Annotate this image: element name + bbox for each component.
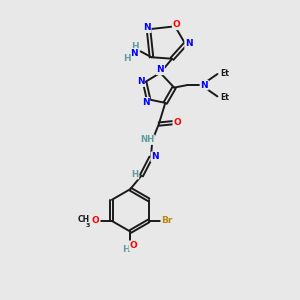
Text: Et: Et: [220, 93, 229, 102]
Text: CH: CH: [78, 215, 90, 224]
Text: O: O: [92, 217, 100, 226]
Text: O: O: [129, 241, 137, 250]
Text: N: N: [143, 23, 151, 32]
Text: H: H: [131, 42, 139, 51]
Text: N: N: [185, 40, 193, 49]
Text: NH: NH: [140, 135, 154, 144]
Text: N: N: [151, 152, 159, 161]
Text: N: N: [157, 65, 164, 74]
Text: Br: Br: [161, 217, 172, 226]
Text: 3: 3: [85, 223, 90, 228]
Text: H: H: [122, 245, 130, 254]
Text: O: O: [172, 20, 180, 29]
Text: N: N: [200, 81, 208, 90]
Text: N: N: [142, 98, 149, 107]
Text: H: H: [131, 169, 139, 178]
Text: Et: Et: [220, 69, 229, 78]
Text: N: N: [130, 49, 138, 58]
Text: N: N: [137, 77, 144, 86]
Text: O: O: [173, 118, 181, 127]
Text: H: H: [124, 54, 131, 63]
